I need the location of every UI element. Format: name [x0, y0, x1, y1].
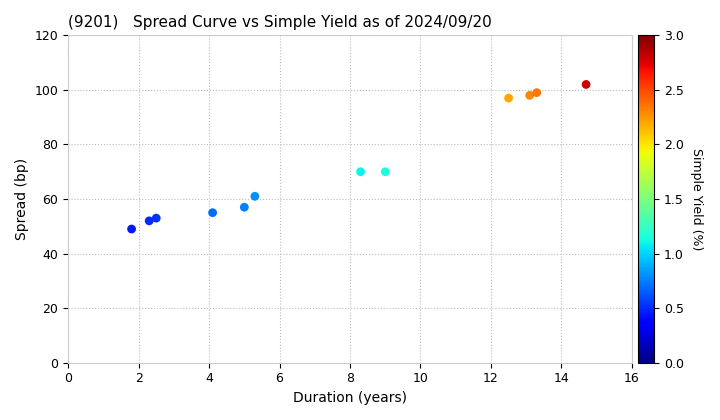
Point: [238, 204, 250, 210]
Point: [355, 168, 366, 175]
Point: [580, 81, 592, 88]
Point: [379, 168, 391, 175]
Point: [531, 89, 542, 96]
Point: [524, 92, 536, 99]
Point: [143, 218, 155, 224]
Point: [126, 226, 138, 232]
Point: [150, 215, 162, 221]
Point: [249, 193, 261, 199]
X-axis label: Duration (years): Duration (years): [293, 391, 407, 405]
Text: (9201)   Spread Curve vs Simple Yield as of 2024/09/20: (9201) Spread Curve vs Simple Yield as o…: [68, 15, 492, 30]
Y-axis label: Simple Yield (%): Simple Yield (%): [690, 148, 703, 250]
Point: [207, 209, 218, 216]
Point: [503, 95, 514, 102]
Y-axis label: Spread (bp): Spread (bp): [15, 158, 29, 240]
